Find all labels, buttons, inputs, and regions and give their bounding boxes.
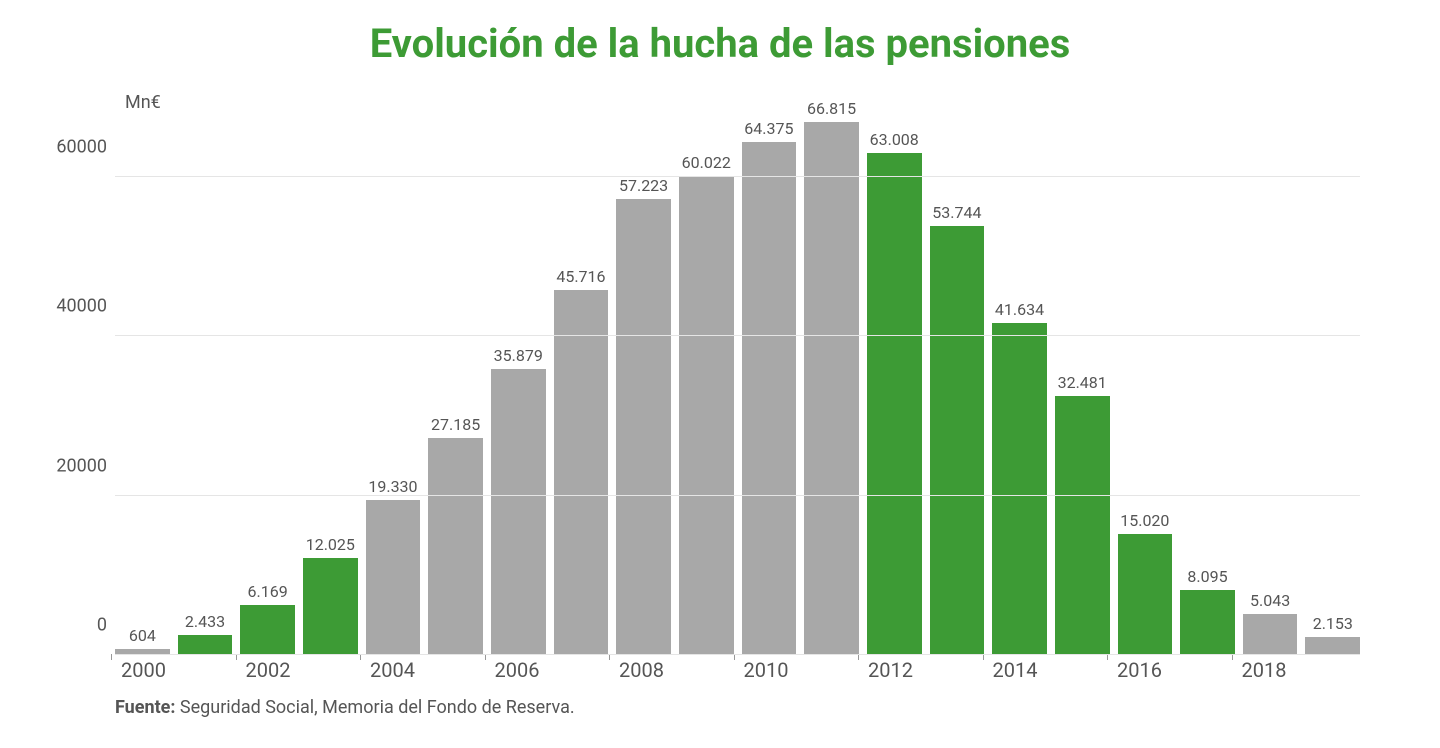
- y-tick-label: 20000: [56, 455, 107, 476]
- bar-wrapper: 6.169: [240, 97, 295, 654]
- bar-value-label: 41.634: [995, 300, 1044, 319]
- bar-value-label: 53.744: [932, 203, 981, 222]
- bar-value-label: 45.716: [556, 267, 605, 286]
- x-tick-label: 2002: [240, 658, 291, 682]
- x-tick-label: 2000: [115, 658, 166, 682]
- bar-wrapper: 63.008: [867, 97, 922, 654]
- x-tick-label: 2012: [862, 658, 913, 682]
- bar-value-label: 6.169: [248, 582, 288, 601]
- x-axis: 2000 2002 2004 2006 2008 2010 2012 2014 2016 2018: [115, 655, 1360, 685]
- bar: [616, 199, 671, 654]
- chart-container: Evolución de la hucha de las pensiones 0…: [0, 0, 1440, 748]
- bar-wrapper: 2.153: [1305, 97, 1360, 654]
- source-label: Fuente:: [115, 697, 175, 718]
- bar: [930, 226, 985, 654]
- bar: [491, 369, 546, 654]
- bar: [804, 122, 859, 654]
- y-tick-label: 0: [97, 615, 107, 636]
- bar-wrapper: 45.716: [554, 97, 609, 654]
- bar-value-label: 8.095: [1187, 567, 1227, 586]
- bar-value-label: 604: [129, 626, 156, 645]
- bar-wrapper: 60.022: [679, 97, 734, 654]
- x-tick: 2014: [987, 655, 1112, 685]
- bar-wrapper: 8.095: [1180, 97, 1235, 654]
- x-tick-label: 2008: [613, 658, 664, 682]
- bar: [240, 605, 295, 654]
- x-tick-label: 2018: [1236, 658, 1287, 682]
- bar-wrapper: 5.043: [1243, 97, 1298, 654]
- y-tick-label: 40000: [56, 296, 107, 317]
- bar-wrapper: 35.879: [491, 97, 546, 654]
- bar-value-label: 64.375: [744, 119, 793, 138]
- plot-area: 0200004000060000 Mn€ 6042.4336.16912.025…: [115, 97, 1360, 685]
- x-tick: 2010: [738, 655, 863, 685]
- x-tick: 2004: [364, 655, 489, 685]
- bar: [679, 176, 734, 654]
- x-tick-label: 2014: [987, 658, 1038, 682]
- bar-wrapper: 57.223: [616, 97, 671, 654]
- grid-line: [115, 335, 1360, 336]
- bar-wrapper: 66.815: [804, 97, 859, 654]
- bar-wrapper: 64.375: [742, 97, 797, 654]
- bar-wrapper: 12.025: [303, 97, 358, 654]
- bar-wrapper: 32.481: [1055, 97, 1110, 654]
- source-text: Seguridad Social, Memoria del Fondo de R…: [175, 697, 574, 718]
- bar: [867, 153, 922, 654]
- bar: [303, 558, 358, 654]
- bar-wrapper: 19.330: [366, 97, 421, 654]
- bar-value-label: 35.879: [494, 346, 543, 365]
- bar-wrapper: 604: [115, 97, 170, 654]
- grid-line: [115, 176, 1360, 177]
- bar-wrapper: 2.433: [178, 97, 233, 654]
- bar-value-label: 19.330: [368, 477, 417, 496]
- bar: [742, 142, 797, 654]
- bar-value-label: 32.481: [1058, 373, 1107, 392]
- bar: [1118, 534, 1173, 654]
- x-tick: 2018: [1236, 655, 1361, 685]
- bar-value-label: 15.020: [1120, 511, 1169, 530]
- bar: [1180, 590, 1235, 654]
- bar-value-label: 12.025: [306, 535, 355, 554]
- bar-wrapper: 15.020: [1118, 97, 1173, 654]
- bar: [1055, 396, 1110, 654]
- bar: [178, 635, 233, 654]
- bar: [1305, 637, 1360, 654]
- bar-value-label: 27.185: [431, 415, 480, 434]
- bar-wrapper: 41.634: [992, 97, 1047, 654]
- grid-line: [115, 654, 1360, 655]
- chart-title: Evolución de la hucha de las pensiones: [60, 20, 1380, 67]
- x-tick: 2016: [1111, 655, 1236, 685]
- bar: [428, 438, 483, 654]
- x-tick-label: 2006: [489, 658, 540, 682]
- bar-wrapper: 27.185: [428, 97, 483, 654]
- bar-value-label: 2.433: [185, 612, 225, 631]
- bar-value-label: 57.223: [619, 176, 668, 195]
- x-tick-mark: [111, 654, 112, 660]
- bar: [1243, 614, 1298, 654]
- bar: [366, 500, 421, 654]
- bar-value-label: 5.043: [1250, 591, 1290, 610]
- y-tick-label: 60000: [56, 136, 107, 157]
- bar-value-label: 2.153: [1313, 614, 1353, 633]
- bar: [554, 290, 609, 654]
- x-tick-label: 2004: [364, 658, 415, 682]
- x-tick-label: 2016: [1111, 658, 1162, 682]
- bar-value-label: 63.008: [870, 130, 919, 149]
- x-tick: 2008: [613, 655, 738, 685]
- y-axis: 0200004000060000: [60, 97, 115, 655]
- x-tick-label: 2010: [738, 658, 789, 682]
- bar-wrapper: 53.744: [930, 97, 985, 654]
- source-line: Fuente: Seguridad Social, Memoria del Fo…: [115, 697, 1380, 718]
- x-tick: 2006: [489, 655, 614, 685]
- x-tick: 2000: [115, 655, 240, 685]
- x-tick: 2012: [862, 655, 987, 685]
- bar-value-label: 66.815: [807, 99, 856, 118]
- grid-line: [115, 495, 1360, 496]
- bar: [992, 323, 1047, 654]
- bar-value-label: 60.022: [682, 153, 731, 172]
- bars-area: 604 2.433 6.169 12.025 19.330 27.185 35.879 45.…: [115, 97, 1360, 655]
- x-tick: 2002: [240, 655, 365, 685]
